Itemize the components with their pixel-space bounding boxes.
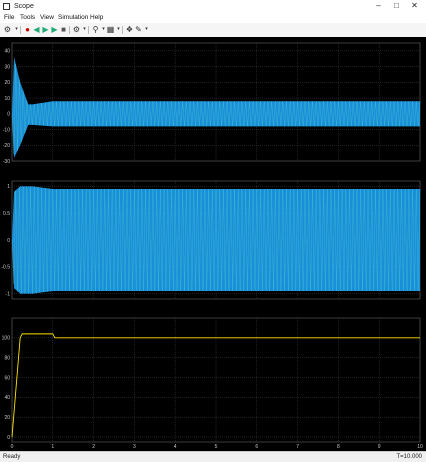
- y-tick-label: -10: [3, 127, 10, 133]
- x-tick-label: 2: [92, 444, 95, 450]
- x-tick-label: 1: [51, 444, 54, 450]
- stop-icon[interactable]: ■: [61, 25, 66, 34]
- y-tick-label: -1: [6, 291, 11, 297]
- y-tick-label: -30: [3, 159, 10, 165]
- minimize-icon[interactable]: –: [376, 1, 381, 10]
- title-bar: Scope – □ ✕: [0, 0, 426, 13]
- fit-icon[interactable]: ▦: [106, 25, 115, 34]
- close-icon[interactable]: ✕: [411, 1, 418, 10]
- dropdown-arrow-icon[interactable]: ▾: [117, 26, 120, 32]
- series-line: [11, 333, 420, 438]
- y-tick-label: 80: [4, 355, 10, 361]
- dropdown-arrow-icon[interactable]: ▾: [83, 26, 86, 32]
- series-oscillation: [11, 186, 421, 294]
- x-tick-label: 8: [337, 444, 340, 450]
- step-forward-icon[interactable]: ▶: [51, 25, 58, 34]
- x-tick-label: 0: [11, 444, 14, 450]
- y-tick-label: 0: [7, 435, 10, 441]
- step-back-icon[interactable]: ◀: [33, 25, 40, 34]
- zoom-in-icon[interactable]: ⚲: [92, 25, 99, 34]
- highlight-icon[interactable]: ✎: [135, 25, 142, 34]
- window-title: Scope: [14, 3, 34, 10]
- menu-file[interactable]: File: [4, 14, 15, 21]
- toolbar: ⚙ ▾ ● ◀ ▶ ▶ ■ ⚙ ▾ ⚲ ▾ ▦ ▾ ❖ ✎ ▾: [0, 23, 426, 38]
- dropdown-arrow-icon[interactable]: ▾: [102, 26, 105, 32]
- y-tick-label: 30: [4, 64, 10, 70]
- y-tick-label: -0.5: [1, 265, 10, 271]
- plot-area[interactable]: 40 30 20 10 0 -10 -20 -30 1 0.5 0 -0.5 -1 0 1 2 3 4 5 6 7 8 9 1…: [0, 37, 426, 451]
- series-oscillation: [11, 64, 421, 154]
- y-tick-label: -20: [3, 143, 10, 149]
- dropdown-arrow-icon[interactable]: ▾: [15, 26, 18, 32]
- sim-time: T=10.000: [396, 454, 422, 460]
- gear-icon[interactable]: ⚙: [3, 25, 12, 34]
- y-tick-label: 60: [4, 375, 10, 381]
- x-tick-label: 5: [215, 444, 218, 450]
- dropdown-arrow-icon[interactable]: ▾: [145, 26, 148, 32]
- run-icon[interactable]: ▶: [42, 25, 49, 34]
- status-text: Ready: [3, 454, 21, 460]
- menu-tools[interactable]: Tools: [20, 14, 36, 21]
- y-tick-label: 20: [4, 80, 10, 86]
- y-tick-label: 40: [4, 49, 10, 55]
- x-tick-label: 4: [174, 444, 177, 450]
- x-tick-label: 7: [296, 444, 299, 450]
- x-tick-label: 10: [417, 444, 423, 450]
- stop-sign-icon[interactable]: ●: [25, 25, 30, 34]
- y-tick-label: 0.5: [3, 211, 10, 217]
- menu-bar: File Tools View Simulation Help: [0, 13, 426, 23]
- menu-help[interactable]: Help: [90, 14, 104, 21]
- y-tick-label: 1: [7, 184, 10, 190]
- y-tick-label: 10: [4, 96, 10, 102]
- menu-simulation[interactable]: Simulation: [58, 14, 89, 21]
- series-band: [12, 57, 420, 158]
- series-band: [12, 186, 420, 294]
- status-bar: Ready T=10.000: [0, 451, 426, 462]
- app-icon: [3, 3, 10, 10]
- y-tick-label: 0: [7, 238, 10, 244]
- y-tick-label: 0: [7, 112, 10, 118]
- cursor-icon[interactable]: ❖: [125, 25, 134, 34]
- y-tick-label: 40: [4, 395, 10, 401]
- maximize-icon[interactable]: □: [394, 1, 399, 10]
- y-tick-label: 20: [4, 415, 10, 421]
- x-tick-label: 9: [378, 444, 381, 450]
- menu-view[interactable]: View: [40, 14, 54, 21]
- x-tick-label: 3: [133, 444, 136, 450]
- settings-icon[interactable]: ⚙: [72, 25, 81, 34]
- x-tick-label: 6: [255, 444, 258, 450]
- y-tick-label: 100: [2, 336, 11, 342]
